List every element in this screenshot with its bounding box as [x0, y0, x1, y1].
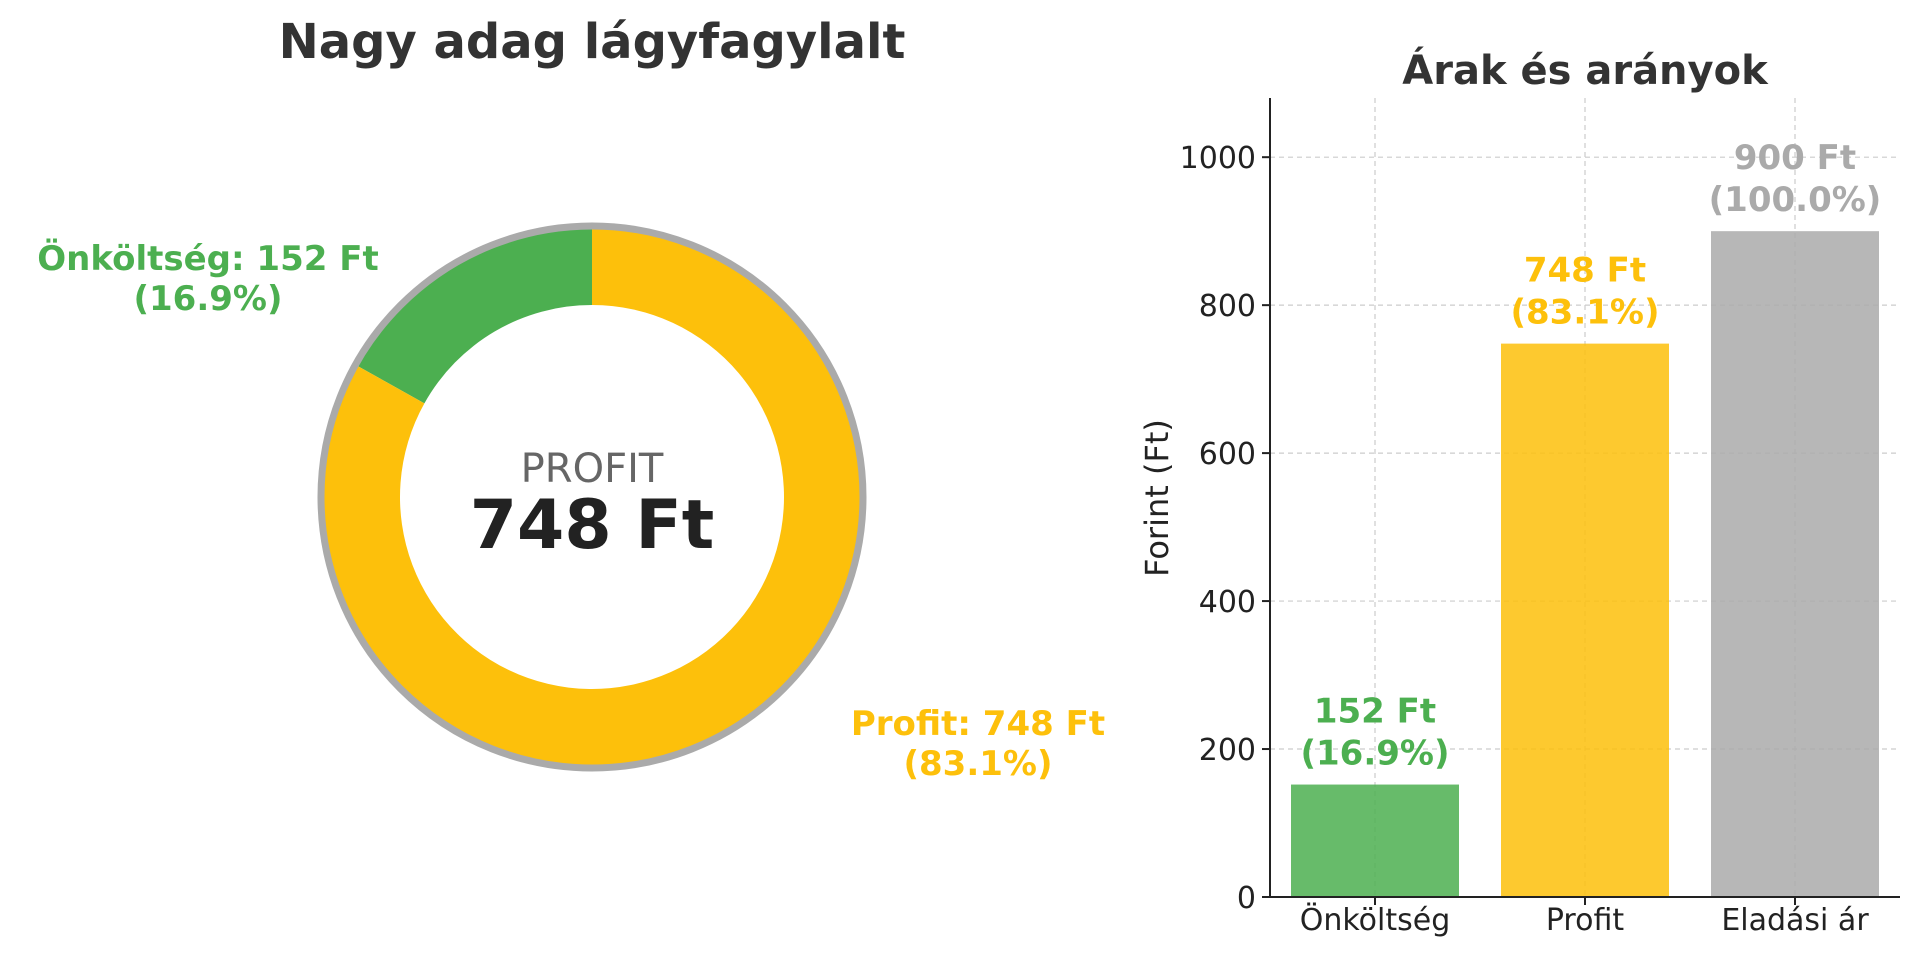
bar-rects [1291, 231, 1879, 897]
bar-pct-label: (83.1%) [1510, 293, 1659, 333]
y-tick-label: 800 [1199, 289, 1256, 324]
donut-title: Nagy adag lágyfagylalt [279, 14, 906, 70]
donut-chart: Nagy adag lágyfagylalt PROFIT 748 Ft Önk… [37, 14, 1105, 784]
bar-tick-labels: 0 200 400 600 800 1000 Önköltség Profit Eladási … [1180, 141, 1870, 938]
y-tick-label: 600 [1199, 437, 1256, 472]
bar-value-label: 748 Ft [1524, 251, 1646, 291]
bar [1501, 343, 1669, 897]
donut-outline [317, 222, 867, 772]
bar [1291, 784, 1459, 897]
donut-label-profit: Profit: 748 Ft [851, 704, 1105, 744]
y-tick-label: 1000 [1180, 141, 1256, 176]
bar-pct-label: (16.9%) [1300, 734, 1449, 774]
x-tick-label: Eladási ár [1721, 903, 1869, 938]
y-tick-label: 200 [1199, 733, 1256, 768]
x-tick-label: Profit [1546, 903, 1624, 938]
bar-axes [1262, 98, 1900, 905]
donut-center-label: PROFIT [521, 446, 664, 492]
bar-value-label: 152 Ft [1314, 692, 1436, 732]
y-tick-label: 0 [1237, 881, 1256, 916]
bar-pct-label: (100.0%) [1709, 180, 1882, 220]
bar-chart: Árak és arányok 152 Ft(16.9%) 748 Ft(83.1… [1138, 46, 1900, 938]
donut-label-cost: Önköltség: 152 Ft [37, 238, 378, 279]
y-tick-label: 400 [1199, 585, 1256, 620]
bar-value-labels: 152 Ft(16.9%) 748 Ft(83.1%) 900 Ft(100.0%) [1300, 138, 1881, 773]
bar-title: Árak és arányok [1402, 46, 1769, 94]
donut-slices [324, 229, 861, 765]
donut-pct-cost: (16.9%) [133, 279, 282, 319]
bar [1711, 231, 1879, 897]
x-tick-label: Önköltség [1300, 902, 1451, 938]
bar-value-label: 900 Ft [1734, 138, 1856, 178]
donut-pct-profit: (83.1%) [903, 744, 1052, 784]
donut-center-value: 748 Ft [470, 486, 715, 565]
donut-slice-cost [358, 229, 592, 404]
bar-ylabel: Forint (Ft) [1138, 419, 1176, 577]
